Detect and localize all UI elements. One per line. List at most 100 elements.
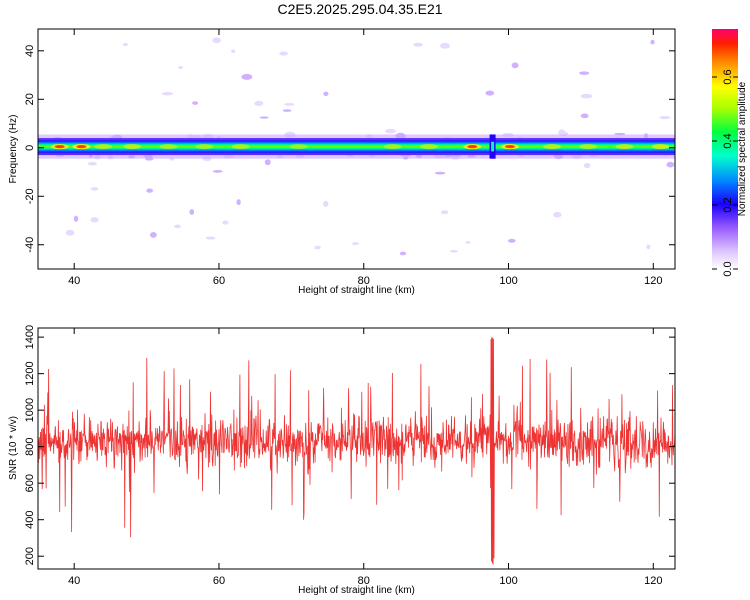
colorbar-gradient — [712, 29, 738, 269]
noise-speckle — [65, 229, 75, 236]
noise-speckle — [352, 242, 360, 245]
spectrogram-frame — [37, 28, 676, 270]
band-hotspot — [383, 143, 402, 150]
snr-y-tick-label: 1000 — [24, 398, 36, 422]
spectrogram-y-tick-label: 20 — [24, 93, 36, 105]
band-hotspot-peak — [54, 144, 65, 149]
spectrogram-x-tick-label: 100 — [499, 275, 517, 287]
snr-y-tick-label: 400 — [24, 511, 36, 529]
noise-speckle — [282, 109, 292, 112]
colorbar-tick-label: 0.6 — [722, 69, 734, 84]
band-hotspot — [231, 143, 250, 150]
spectrogram-y-tick-label: 0 — [24, 145, 36, 151]
spectrogram-panel: 40 60 80 100 120 -40 -20 0 20 40 Height of straig… — [8, 28, 676, 296]
noise-speckle — [583, 162, 591, 169]
band-hotspot-peak — [504, 144, 515, 149]
noise-speckle — [553, 211, 562, 218]
noise-speckle — [161, 92, 174, 96]
noise-speckle — [323, 91, 329, 96]
noise-speckle — [189, 209, 195, 215]
band-hotspot — [651, 143, 670, 150]
noise-speckle — [212, 37, 221, 44]
noise-speckle — [279, 51, 288, 56]
snr-x-label: Height of straight line (km) — [298, 585, 415, 596]
spectrogram-y-tick-label: -40 — [24, 237, 36, 253]
snr-y-label: SNR (10 * v/v) — [8, 416, 19, 480]
noise-speckle — [449, 250, 459, 253]
noise-speckle — [284, 102, 295, 106]
band-hotspot — [615, 143, 634, 150]
noise-speckle — [236, 199, 241, 206]
colorbar-ticks: 0.0 0.2 0.4 0.6 — [712, 69, 738, 277]
spectrogram-x-tick-label: 60 — [213, 275, 225, 287]
snr-panel: 40 60 80 100 120 200 400 600 800 1000 1200 1400 Hei… — [8, 325, 676, 596]
noise-speckle — [314, 245, 321, 250]
noise-speckle — [507, 238, 516, 243]
noise-speckle — [174, 224, 181, 229]
noise-speckle — [399, 251, 407, 256]
noise-speckle — [192, 101, 199, 105]
noise-speckle — [146, 188, 154, 193]
snr-line — [38, 336, 675, 565]
band-hotspot — [579, 143, 598, 150]
snr-x-tick-label: 120 — [644, 575, 662, 587]
spectrogram-x-label: Height of straight line (km) — [298, 285, 415, 296]
noise-speckle — [123, 42, 128, 47]
band-hotspot — [159, 143, 178, 150]
page-title: C2E5.2025.295.04.35.E21 — [277, 1, 443, 17]
noise-speckle — [580, 93, 593, 99]
spectrogram-y-tick-label: 40 — [24, 45, 36, 57]
band-core — [38, 140, 675, 153]
band-hotspot — [123, 143, 142, 150]
snr-y-tick-label: 600 — [24, 474, 36, 492]
noise-speckle — [659, 116, 671, 120]
noise-speckle — [465, 241, 471, 244]
noise-speckle — [413, 42, 423, 47]
noise-speckle — [485, 90, 495, 96]
colorbar: 0.0 0.2 0.4 0.6 Normalized spectral amplitu… — [712, 29, 748, 277]
band-hotspot-peak — [467, 144, 478, 149]
snr-x-tick-label: 100 — [499, 575, 517, 587]
noise-speckle — [90, 217, 99, 223]
noise-speckle — [264, 159, 271, 166]
spectrogram-y-tick-label: -20 — [24, 188, 36, 204]
band-hotspot — [289, 143, 308, 150]
spectrogram-x-tick-label: 40 — [68, 275, 80, 287]
noise-speckle — [666, 161, 675, 168]
noise-speckle — [149, 231, 157, 238]
noise-speckle — [259, 116, 269, 119]
colorbar-tick-label: 0.4 — [722, 133, 734, 148]
snr-y-tick-label: 1200 — [24, 361, 36, 385]
noise-speckle — [73, 215, 79, 222]
noise-speckle — [650, 39, 655, 45]
noise-speckle — [254, 100, 264, 107]
spectrogram-y-label: Frequency (Hz) — [8, 115, 19, 184]
noise-speckle — [558, 129, 566, 136]
snr-ticks: 40 60 80 100 120 200 400 600 800 1000 1200 1400 — [24, 325, 675, 587]
noise-speckle — [87, 161, 97, 166]
band-hotspot — [94, 143, 113, 150]
noise-speckle — [178, 65, 183, 70]
noise-speckle — [222, 220, 229, 225]
colorbar-label: Normalized spectral amplitude — [737, 81, 748, 216]
colorbar-tick-label: 0.0 — [722, 261, 734, 276]
snr-series — [38, 336, 675, 565]
band-hotspot — [195, 143, 214, 150]
noise-speckle — [90, 187, 99, 191]
snr-x-tick-label: 80 — [358, 575, 370, 587]
spectrogram-x-tick-label: 120 — [644, 275, 662, 287]
noise-speckle — [440, 210, 449, 215]
noise-speckle — [440, 42, 450, 49]
noise-speckle — [434, 171, 446, 175]
noise-speckle — [646, 244, 651, 250]
snr-y-tick-label: 200 — [24, 547, 36, 565]
noise-speckle — [323, 200, 329, 207]
noise-speckle — [580, 113, 589, 119]
noise-speckle — [384, 128, 397, 134]
snr-frame — [37, 327, 676, 570]
band-hotspot — [542, 143, 561, 150]
band-hotspot — [419, 143, 438, 150]
band-hotspot-peak — [76, 144, 87, 149]
spectrogram-x-tick-label: 80 — [358, 275, 370, 287]
snr-x-tick-label: 40 — [68, 575, 80, 587]
